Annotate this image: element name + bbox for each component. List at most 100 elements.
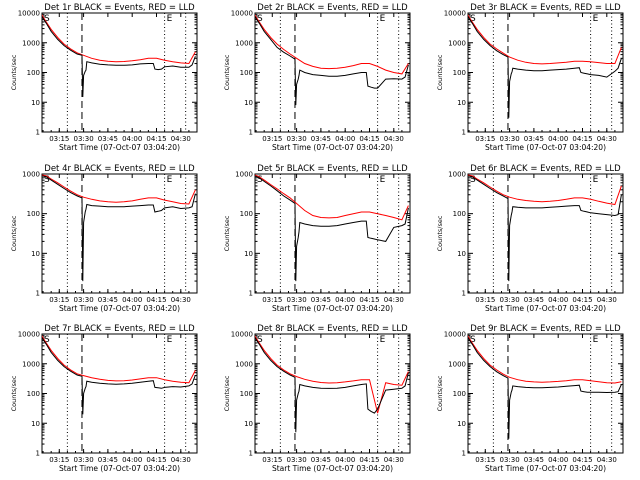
y-tick-label: 100	[27, 210, 40, 218]
series-line-lld	[468, 14, 622, 65]
series-line-lld	[42, 335, 196, 384]
y-tick-label: 10000	[231, 331, 253, 339]
x-tick-label: 03:30	[73, 456, 93, 464]
x-tick-label: 04:00	[122, 135, 142, 143]
x-axis-label: Start Time (07-Oct-07 03:04:20)	[59, 143, 180, 152]
y-tick-label: 1000	[22, 171, 40, 179]
y-tick-label: 1000	[22, 360, 40, 368]
y-tick-label: 100	[240, 69, 253, 77]
y-tick-label: 1	[462, 129, 466, 137]
series-line-events	[255, 336, 409, 433]
y-tick-label: 1	[36, 450, 40, 458]
start-marker-label: S	[257, 335, 263, 345]
panel-det-1: Det 1r BLACK = Events, RED = LLD 1 10 100 10…	[10, 3, 198, 152]
plot-frame	[41, 12, 198, 133]
x-tick-label: 03:45	[98, 296, 118, 304]
y-axis-label: Counts/sec	[223, 54, 231, 90]
x-tick-label: 04:30	[171, 135, 191, 143]
panel-det-3: Det 3r BLACK = Events, RED = LLD 1 10 100 10…	[436, 3, 624, 152]
y-tick-label: 1000	[235, 360, 253, 368]
series-line-events	[42, 15, 196, 98]
x-tick-label: 03:30	[286, 296, 306, 304]
x-tick-label: 03:30	[286, 456, 306, 464]
series-line-lld	[468, 335, 622, 384]
y-axis-label: Counts/sec	[436, 375, 444, 411]
x-tick-label: 04:00	[548, 296, 568, 304]
y-axis-label: Counts/sec	[436, 54, 444, 90]
y-tick-label: 10	[31, 99, 40, 107]
y-tick-label: 10	[457, 99, 466, 107]
y-tick-label: 1000	[448, 39, 466, 47]
x-tick-label: 04:15	[359, 135, 379, 143]
x-tick-label: 04:00	[335, 296, 355, 304]
plot-frame	[254, 173, 411, 294]
x-tick-label: 04:15	[146, 296, 166, 304]
panel-title: Det 8r BLACK = Events, RED = LLD	[257, 324, 408, 334]
x-tick-label: 03:30	[499, 135, 519, 143]
x-tick-label: 04:30	[597, 135, 617, 143]
panel-title: Det 4r BLACK = Events, RED = LLD	[44, 164, 195, 174]
x-tick-label: 03:30	[73, 296, 93, 304]
start-marker-label: S	[257, 14, 263, 24]
y-tick-label: 10000	[18, 10, 40, 18]
end-marker-label: E	[380, 14, 386, 24]
panel-title: Det 1r BLACK = Events, RED = LLD	[44, 3, 195, 13]
y-tick-label: 1000	[448, 360, 466, 368]
plot-frame	[467, 333, 624, 454]
y-tick-label: 1	[36, 129, 40, 137]
y-axis-label: Counts/sec	[10, 54, 18, 90]
y-tick-label: 1000	[22, 39, 40, 47]
panel-title: Det 6r BLACK = Events, RED = LLD	[470, 164, 621, 174]
panel-title: Det 5r BLACK = Events, RED = LLD	[257, 164, 408, 174]
x-tick-label: 03:45	[524, 456, 544, 464]
y-tick-label: 10	[31, 420, 40, 428]
x-tick-label: 04:15	[146, 135, 166, 143]
series-line-events	[42, 336, 196, 415]
panel-det-8: Det 8r BLACK = Events, RED = LLD 1 10 100 10…	[223, 324, 411, 473]
y-tick-label: 10000	[18, 331, 40, 339]
start-marker-label: S	[470, 14, 476, 24]
y-tick-label: 10	[244, 99, 253, 107]
x-tick-label: 04:00	[335, 135, 355, 143]
x-axis-label: Start Time (07-Oct-07 03:04:20)	[485, 464, 606, 473]
y-tick-label: 1	[249, 290, 253, 298]
plot-frame	[254, 12, 411, 133]
series-line-events	[468, 15, 622, 118]
series-line-lld	[255, 174, 409, 221]
x-tick-label: 03:30	[499, 456, 519, 464]
series-line-events	[42, 175, 196, 282]
series-line-events	[468, 336, 622, 439]
x-tick-label: 03:15	[49, 135, 69, 143]
y-tick-label: 10000	[444, 331, 466, 339]
panel-title: Det 7r BLACK = Events, RED = LLD	[44, 324, 195, 334]
end-marker-label: E	[167, 175, 173, 185]
x-tick-label: 04:00	[548, 456, 568, 464]
x-tick-label: 03:15	[49, 456, 69, 464]
x-tick-label: 03:30	[73, 135, 93, 143]
x-tick-label: 04:15	[572, 135, 592, 143]
panel-det-5: Det 5r BLACK = Events, RED = LLD 1 10 100 10…	[223, 164, 411, 313]
x-tick-label: 04:30	[597, 296, 617, 304]
x-axis-label: Start Time (07-Oct-07 03:04:20)	[272, 464, 393, 473]
panel-det-9: Det 9r BLACK = Events, RED = LLD 1 10 100 10…	[436, 324, 624, 473]
x-tick-label: 03:45	[311, 135, 331, 143]
y-tick-label: 10	[244, 420, 253, 428]
panel-det-2: Det 2r BLACK = Events, RED = LLD 1 10 100 10…	[223, 3, 411, 152]
y-tick-label: 10000	[444, 10, 466, 18]
end-marker-label: E	[167, 14, 173, 24]
x-tick-label: 04:15	[359, 296, 379, 304]
x-tick-label: 03:45	[98, 456, 118, 464]
y-tick-label: 10000	[231, 10, 253, 18]
y-tick-label: 1	[249, 450, 253, 458]
x-axis-label: Start Time (07-Oct-07 03:04:20)	[272, 304, 393, 313]
x-tick-label: 03:15	[262, 135, 282, 143]
series-line-lld	[468, 174, 622, 206]
panel-det-7: Det 7r BLACK = Events, RED = LLD 1 10 100 10…	[10, 324, 198, 473]
x-tick-label: 03:45	[311, 296, 331, 304]
y-tick-label: 10	[31, 250, 40, 258]
y-tick-label: 1000	[235, 171, 253, 179]
end-marker-label: E	[167, 335, 173, 345]
x-tick-label: 04:00	[548, 135, 568, 143]
x-axis-label: Start Time (07-Oct-07 03:04:20)	[485, 143, 606, 152]
y-tick-label: 1	[462, 450, 466, 458]
